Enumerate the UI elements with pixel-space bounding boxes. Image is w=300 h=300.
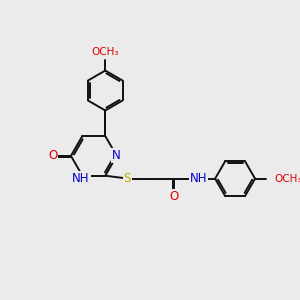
Text: N: N xyxy=(112,149,121,162)
Text: NH: NH xyxy=(190,172,207,185)
Text: O: O xyxy=(48,149,57,162)
Text: O: O xyxy=(170,190,179,203)
Text: OCH₃: OCH₃ xyxy=(92,47,119,57)
Text: NH: NH xyxy=(72,172,90,185)
Text: OCH₃: OCH₃ xyxy=(275,174,300,184)
Text: S: S xyxy=(124,172,131,185)
